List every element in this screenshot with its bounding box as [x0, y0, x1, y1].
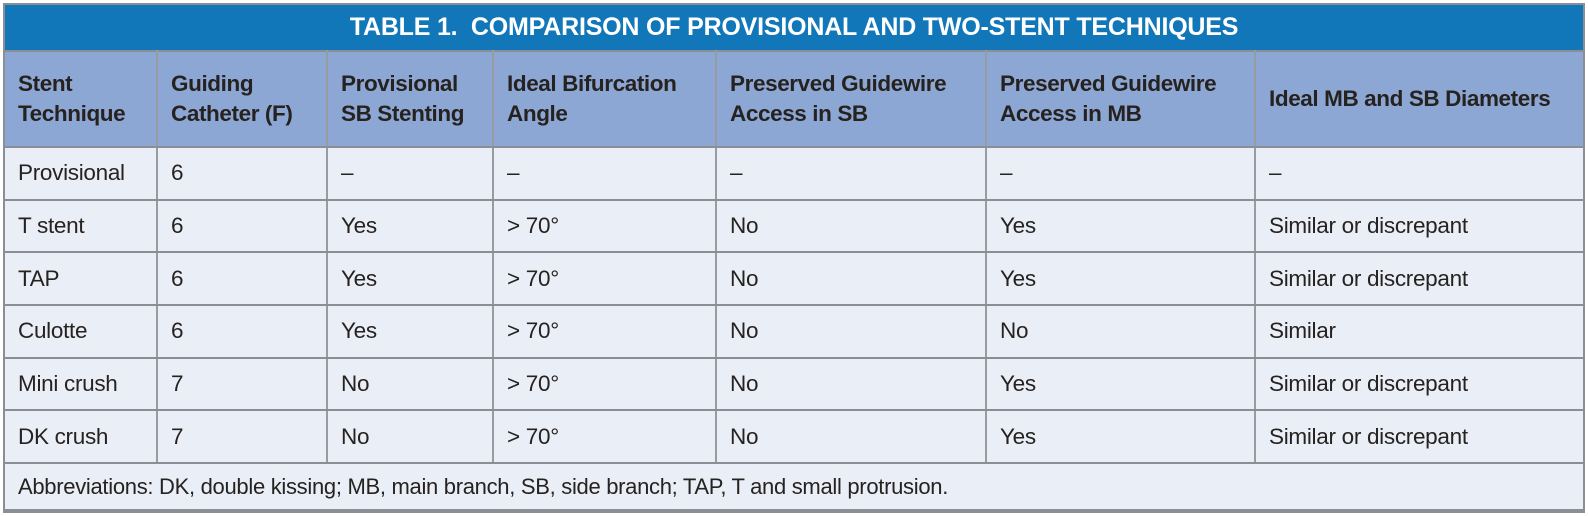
col-header-ideal-diameters: Ideal MB and SB Diameters — [1254, 50, 1583, 148]
col-header-ideal-bifurcation-angle: Ideal Bifurcation Angle — [492, 50, 717, 148]
footnote-row: Abbreviations: DK, double kissing; MB, m… — [5, 462, 1583, 511]
abbreviations-footnote: Abbreviations: DK, double kissing; MB, m… — [5, 462, 1583, 511]
cell-angle: > 70° — [492, 409, 717, 464]
cell-access-sb: No — [715, 251, 987, 306]
comparison-table: Stent Technique Guiding Catheter (F) Pro… — [5, 50, 1583, 511]
cell-angle: > 70° — [492, 303, 717, 359]
table-row-t-stent: T stent 6 Yes > 70° No Yes Similar or di… — [5, 198, 1583, 254]
cell-access-sb: No — [715, 409, 987, 464]
cell-diameters: Similar or discrepant — [1254, 409, 1583, 464]
cell-access-sb: No — [715, 198, 987, 254]
cell-sb-stenting: Yes — [326, 303, 494, 359]
header-row: Stent Technique Guiding Catheter (F) Pro… — [5, 50, 1583, 148]
col-header-provisional-sb-stenting: Provisional SB Stenting — [326, 50, 494, 148]
cell-catheter: 6 — [156, 303, 328, 359]
cell-technique: DK crush — [5, 409, 158, 464]
cell-access-mb: – — [985, 146, 1256, 201]
cell-sb-stenting: – — [326, 146, 494, 201]
cell-access-mb: Yes — [985, 251, 1256, 306]
table-title: TABLE 1. COMPARISON OF PROVISIONAL AND T… — [349, 13, 1239, 41]
table-title-bar: TABLE 1. COMPARISON OF PROVISIONAL AND T… — [5, 5, 1583, 50]
cell-diameters: Similar or discrepant — [1254, 356, 1583, 412]
cell-angle: – — [492, 146, 717, 201]
cell-catheter: 6 — [156, 251, 328, 306]
table-row-tap: TAP 6 Yes > 70° No Yes Similar or discre… — [5, 251, 1583, 306]
cell-access-mb: Yes — [985, 409, 1256, 464]
cell-access-sb: – — [715, 146, 987, 201]
col-header-guidewire-access-sb: Preserved Guidewire Access in SB — [715, 50, 987, 148]
cell-diameters: Similar or discrepant — [1254, 251, 1583, 306]
cell-technique: Provisional — [5, 146, 158, 201]
cell-catheter: 7 — [156, 409, 328, 464]
cell-sb-stenting: Yes — [326, 251, 494, 306]
cell-access-sb: No — [715, 303, 987, 359]
cell-diameters: Similar — [1254, 303, 1583, 359]
cell-technique: TAP — [5, 251, 158, 306]
cell-sb-stenting: No — [326, 409, 494, 464]
cell-catheter: 6 — [156, 146, 328, 201]
col-header-guidewire-access-mb: Preserved Guidewire Access in MB — [985, 50, 1256, 148]
cell-diameters: – — [1254, 146, 1583, 201]
table-row-provisional: Provisional 6 – – – – – — [5, 146, 1583, 201]
cell-access-mb: No — [985, 303, 1256, 359]
col-header-stent-technique: Stent Technique — [5, 50, 158, 148]
cell-angle: > 70° — [492, 198, 717, 254]
cell-access-mb: Yes — [985, 356, 1256, 412]
cell-technique: Culotte — [5, 303, 158, 359]
cell-sb-stenting: Yes — [326, 198, 494, 254]
cell-diameters: Similar or discrepant — [1254, 198, 1583, 254]
cell-access-sb: No — [715, 356, 987, 412]
table-row-mini-crush: Mini crush 7 No > 70° No Yes Similar or … — [5, 356, 1583, 412]
cell-technique: Mini crush — [5, 356, 158, 412]
cell-sb-stenting: No — [326, 356, 494, 412]
cell-catheter: 7 — [156, 356, 328, 412]
cell-angle: > 70° — [492, 251, 717, 306]
cell-catheter: 6 — [156, 198, 328, 254]
table-row-culotte: Culotte 6 Yes > 70° No No Similar — [5, 303, 1583, 359]
cell-access-mb: Yes — [985, 198, 1256, 254]
comparison-table-frame: TABLE 1. COMPARISON OF PROVISIONAL AND T… — [3, 3, 1585, 513]
cell-technique: T stent — [5, 198, 158, 254]
cell-angle: > 70° — [492, 356, 717, 412]
table-row-dk-crush: DK crush 7 No > 70° No Yes Similar or di… — [5, 409, 1583, 464]
col-header-guiding-catheter: Guiding Catheter (F) — [156, 50, 328, 148]
